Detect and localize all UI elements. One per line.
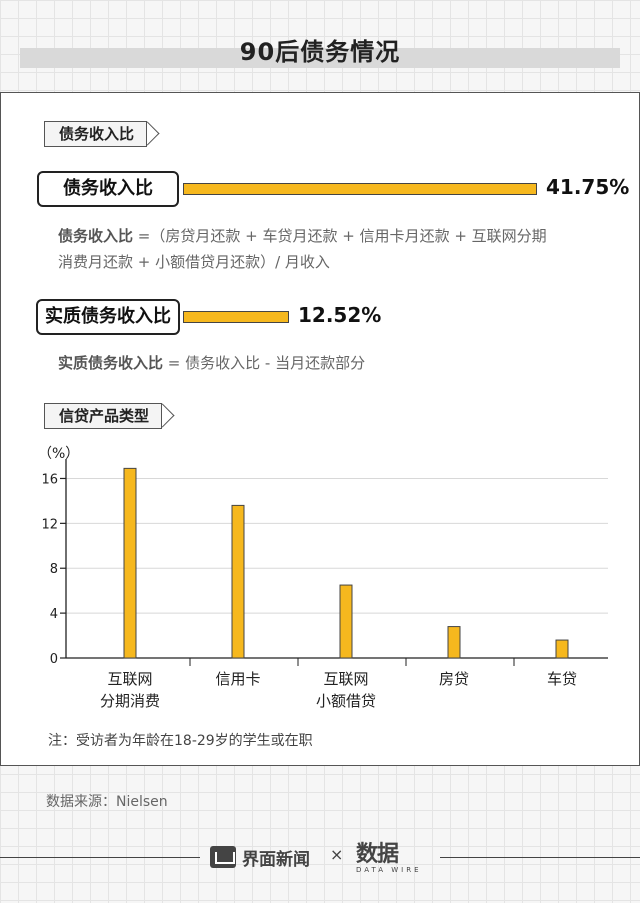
brand-datawire-name: 数据	[356, 841, 399, 867]
y-axis-unit-label: （%）	[38, 446, 80, 462]
brand-datawire-logo: 数据 DATA WIRE	[356, 836, 422, 874]
y-tick-label: 12	[41, 517, 58, 532]
formula2-term: 实质债务收入比	[58, 354, 164, 372]
x-category-label: 房贷	[402, 668, 506, 690]
brand-jiemian: 界面新闻	[242, 850, 310, 870]
section-tag-credit-types: 信贷产品类型	[44, 403, 163, 429]
footer-line-right	[440, 857, 640, 858]
bar	[231, 504, 245, 659]
ratio-label-box: 债务收入比	[37, 171, 179, 207]
formula2-rest: = 债务收入比 - 当月还款部分	[163, 354, 366, 372]
x-category-label: 车贷	[510, 668, 614, 690]
y-tick-label: 0	[50, 652, 58, 667]
bar	[555, 639, 569, 659]
footnote: 注：受访者为年龄在18-29岁的学生或在职	[48, 733, 313, 749]
ratio-value-real-debt-income: 12.52%	[298, 303, 382, 327]
ratio-bar-real-debt-income	[183, 311, 289, 323]
brand-separator: ×	[330, 845, 344, 864]
x-category-line: 小额借贷	[315, 692, 376, 710]
x-category-label: 互联网 分期消费	[78, 668, 182, 712]
x-category-line: 房贷	[438, 670, 469, 688]
ratio-label-box-real: 实质债务收入比	[36, 299, 180, 335]
x-category-label: 互联网 小额借贷	[294, 668, 398, 712]
x-category-line: 车贷	[546, 670, 577, 688]
x-category-line: 互联网	[107, 670, 153, 688]
formula-real-debt-ratio: 实质债务收入比 = 债务收入比 - 当月还款部分	[58, 350, 365, 376]
brand-datawire-sub: DATA WIRE	[356, 866, 422, 874]
formula-line2: 消费月还款 + 小额借贷月还款）/ 月收入	[58, 253, 330, 271]
bar	[447, 626, 461, 659]
data-source: 数据来源：Nielsen	[46, 794, 168, 810]
x-category-line: 互联网	[323, 670, 369, 688]
bar	[339, 584, 353, 659]
formula-term: 债务收入比	[58, 227, 134, 245]
y-tick-label: 8	[50, 562, 58, 577]
formula-line1: =（房贷月还款 + 车贷月还款 + 信用卡月还款 + 互联网分期	[133, 227, 547, 245]
x-category-label: 信用卡	[186, 668, 290, 690]
section-tag-debt-ratio: 债务收入比	[44, 121, 148, 147]
x-category-line: 分期消费	[99, 692, 160, 710]
y-tick-label: 16	[41, 472, 58, 487]
x-category-line: 信用卡	[215, 670, 261, 688]
formula-debt-ratio: 债务收入比 =（房贷月还款 + 车贷月还款 + 信用卡月还款 + 互联网分期 消…	[58, 223, 547, 275]
ratio-bar-debt-income	[183, 183, 537, 195]
footer-line-left	[0, 857, 200, 858]
y-tick-label: 4	[50, 607, 58, 622]
page-title: 90后债务情况	[239, 38, 401, 66]
ratio-value-debt-income: 41.75%	[546, 175, 630, 199]
jiemian-logo-icon	[210, 846, 236, 868]
bar	[123, 467, 137, 659]
title-underline-bar	[20, 48, 620, 68]
